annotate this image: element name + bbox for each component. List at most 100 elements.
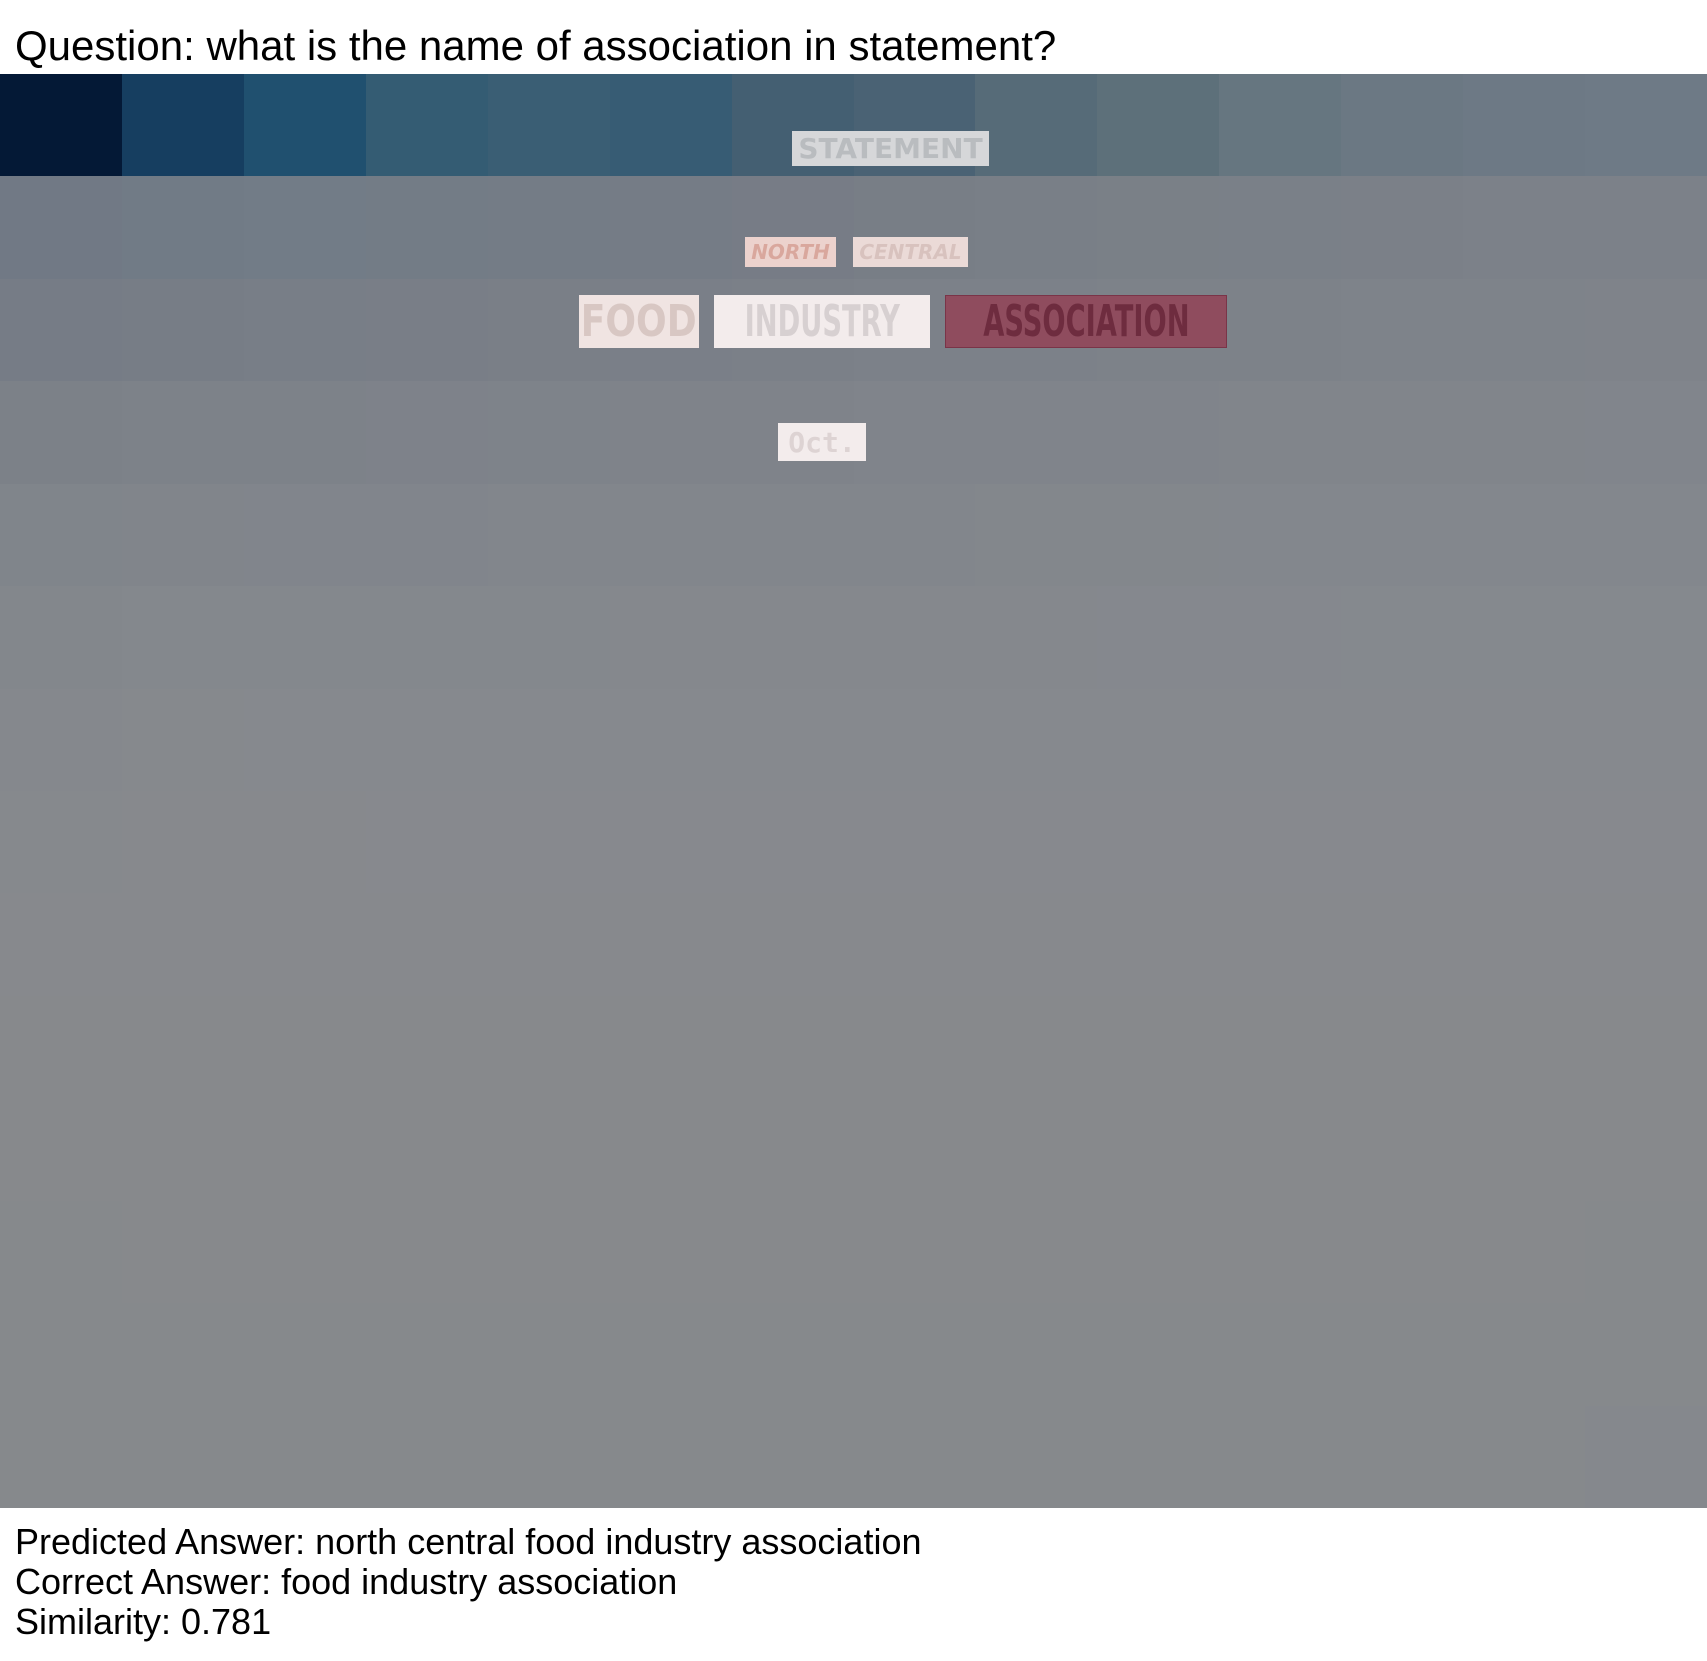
heatmap-cell	[243, 893, 366, 996]
heatmap-cell	[365, 1303, 488, 1406]
heatmap-cell	[1219, 176, 1342, 279]
heatmap-cell	[1463, 176, 1586, 279]
heatmap-cell	[1341, 176, 1464, 279]
heatmap-cell	[853, 381, 976, 484]
heatmap-cell	[0, 176, 122, 279]
heatmap-cell	[365, 995, 488, 1099]
heatmap-cell	[121, 1200, 244, 1304]
heatmap-cell	[1097, 176, 1220, 279]
heatmap-cell	[609, 791, 732, 894]
heatmap-cell	[121, 586, 244, 689]
heatmap-cell	[1097, 1405, 1220, 1508]
heatmap-cell	[365, 1098, 488, 1201]
heatmap-cell	[365, 278, 488, 382]
heatmap-cell	[1585, 1303, 1707, 1406]
heatmap-cell	[1097, 688, 1220, 791]
heatmap-cell	[609, 1098, 732, 1201]
heatmap-cell	[1463, 278, 1586, 382]
heatmap-cell	[1219, 1405, 1342, 1508]
heatmap-cell	[1463, 688, 1586, 791]
heatmap-cell	[0, 483, 122, 587]
heatmap-cell	[853, 791, 976, 894]
heatmap-cell	[1341, 688, 1464, 791]
heatmap-cell	[365, 893, 488, 996]
heatmap-cell	[609, 1405, 732, 1508]
heatmap-cell	[731, 995, 854, 1099]
answers-block: Predicted Answer: north central food ind…	[15, 1522, 922, 1642]
heatmap-cell	[121, 791, 244, 894]
heatmap-cell	[0, 278, 122, 382]
heatmap-cell	[1463, 1098, 1586, 1201]
heatmap-cell	[1219, 381, 1342, 484]
word-central-text: CENTRAL	[859, 240, 962, 264]
heatmap-cell	[731, 1405, 854, 1508]
heatmap-cell	[121, 278, 244, 382]
heatmap-cell	[1219, 1303, 1342, 1406]
heatmap-cell	[609, 688, 732, 791]
heatmap-cell	[853, 688, 976, 791]
word-oct: Oct.	[778, 423, 866, 461]
heatmap-cell	[1585, 586, 1707, 689]
heatmap-cell	[1463, 893, 1586, 996]
heatmap-cell	[0, 586, 122, 689]
heatmap-cell	[1463, 1405, 1586, 1508]
heatmap-cell	[609, 893, 732, 996]
heatmap-cell	[365, 74, 488, 177]
heatmap-cell	[1341, 1200, 1464, 1304]
heatmap-cell	[365, 381, 488, 484]
heatmap-cell	[1097, 381, 1220, 484]
heatmap-cell	[487, 586, 610, 689]
heatmap-cell	[975, 893, 1098, 996]
heatmap-cell	[243, 688, 366, 791]
word-north: NORTH	[745, 237, 836, 267]
heatmap-cell	[1219, 586, 1342, 689]
heatmap-cell	[975, 74, 1098, 177]
heatmap-cell	[1097, 74, 1220, 177]
heatmap-cell	[975, 1405, 1098, 1508]
heatmap-cell	[1097, 1200, 1220, 1304]
heatmap-cell	[975, 483, 1098, 587]
heatmap-cell	[1219, 278, 1342, 382]
heatmap-cell	[731, 483, 854, 587]
heatmap-cell	[853, 1200, 976, 1304]
heatmap-cell	[1097, 1098, 1220, 1201]
heatmap-cell	[853, 1405, 976, 1508]
heatmap-cell	[1341, 1098, 1464, 1201]
heatmap-cell	[487, 1200, 610, 1304]
heatmap-cell	[1341, 278, 1464, 382]
heatmap-cell	[487, 381, 610, 484]
heatmap-cell	[1219, 1200, 1342, 1304]
heatmap-cell	[1097, 791, 1220, 894]
heatmap-cell	[0, 791, 122, 894]
heatmap-cell	[1341, 586, 1464, 689]
heatmap-cell	[121, 74, 244, 177]
heatmap-cell	[1585, 74, 1707, 177]
word-statement-text: STATEMENT	[798, 132, 983, 165]
heatmap-cell	[1341, 1405, 1464, 1508]
heatmap-cell	[121, 995, 244, 1099]
heatmap-cell	[365, 688, 488, 791]
heatmap-cell	[121, 176, 244, 279]
heatmap-cell	[121, 483, 244, 587]
word-industry-text: INDUSTRY	[744, 296, 900, 347]
heatmap-cell	[0, 995, 122, 1099]
word-industry: INDUSTRY	[714, 295, 930, 348]
heatmap-cell	[243, 1303, 366, 1406]
heatmap-cell	[1585, 381, 1707, 484]
heatmap-cell	[365, 791, 488, 894]
heatmap-cell	[853, 1098, 976, 1201]
heatmap-cell	[1219, 791, 1342, 894]
word-north-text: NORTH	[751, 240, 830, 264]
heatmap-cell	[243, 1200, 366, 1304]
heatmap-cell	[487, 893, 610, 996]
heatmap-cell	[1463, 1200, 1586, 1304]
heatmap-cell	[975, 1098, 1098, 1201]
predicted-answer: Predicted Answer: north central food ind…	[15, 1521, 922, 1562]
word-central: CENTRAL	[853, 237, 968, 267]
heatmap-cell	[731, 1303, 854, 1406]
heatmap-cell	[853, 1303, 976, 1406]
heatmap-cell	[487, 1098, 610, 1201]
heatmap-cell	[1097, 586, 1220, 689]
heatmap-cell	[243, 483, 366, 587]
heatmap-cell	[487, 688, 610, 791]
